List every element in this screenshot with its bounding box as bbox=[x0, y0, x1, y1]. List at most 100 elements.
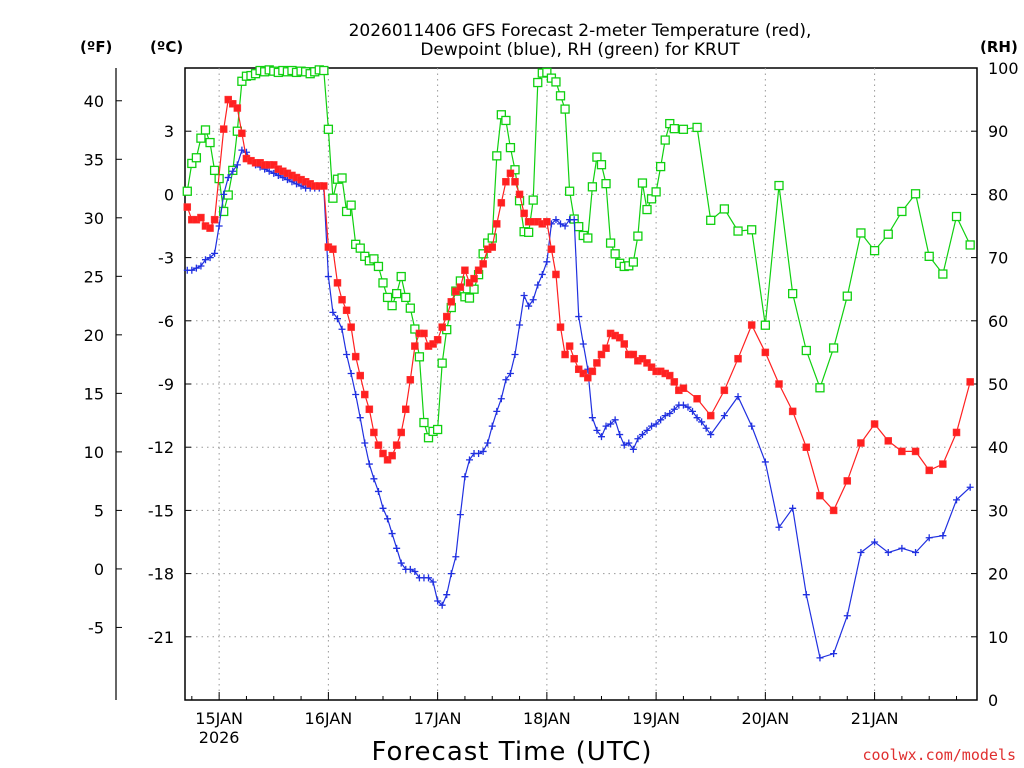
dewpoint-point bbox=[429, 578, 437, 586]
temperature-point bbox=[870, 420, 879, 428]
temperature-point bbox=[543, 218, 551, 226]
temperature-point bbox=[647, 363, 656, 371]
dewpoint-point bbox=[352, 391, 360, 399]
rh-point bbox=[596, 160, 607, 170]
dewpoint-point bbox=[543, 258, 551, 266]
dewpoint-point bbox=[702, 424, 710, 432]
temperature-point bbox=[183, 203, 192, 211]
dewpoint-point bbox=[397, 559, 405, 567]
rh-point bbox=[401, 292, 411, 303]
dewpoint-point bbox=[734, 393, 742, 401]
dewpoint-point bbox=[465, 456, 473, 464]
temperature-point bbox=[474, 266, 483, 274]
dewpoint-point bbox=[393, 544, 401, 552]
rh-tick-label: 40 bbox=[988, 438, 1008, 457]
dewpoint-point bbox=[648, 422, 656, 430]
dewpoint-point bbox=[497, 395, 505, 403]
rh-point bbox=[528, 195, 538, 205]
day-tick-label: 16JAN bbox=[305, 709, 353, 728]
dewpoint-point bbox=[666, 409, 674, 417]
dewpoint-point bbox=[611, 416, 619, 424]
dewpoint-point bbox=[761, 458, 769, 466]
celsius-tick-label: -6 bbox=[158, 312, 174, 331]
temperature-point bbox=[579, 369, 588, 378]
celsius-tick-label: 0 bbox=[164, 185, 174, 204]
temperature-point bbox=[720, 386, 729, 395]
temperature-point bbox=[597, 350, 606, 359]
temperature-point bbox=[574, 365, 583, 374]
dewpoint-point bbox=[579, 340, 587, 348]
rh-point bbox=[869, 245, 880, 256]
rh-point bbox=[883, 229, 893, 239]
day-tick-label: 15JAN bbox=[195, 709, 243, 728]
rh-point bbox=[524, 227, 534, 237]
temperature-point bbox=[329, 245, 337, 253]
fahrenheit-tick-label: 20 bbox=[84, 326, 104, 345]
temperature-point bbox=[775, 380, 783, 388]
dewpoint-point bbox=[593, 426, 601, 434]
rh-point bbox=[587, 182, 598, 192]
rh-point bbox=[897, 206, 907, 217]
rh-tick-label: 60 bbox=[988, 312, 1008, 331]
rh-point bbox=[196, 133, 206, 143]
temperature-point bbox=[438, 323, 446, 331]
dewpoint-point bbox=[679, 401, 687, 409]
rh-tick-label: 90 bbox=[988, 122, 1008, 141]
temperature-point bbox=[383, 456, 392, 464]
rh-point bbox=[414, 352, 425, 362]
dewpoint-point bbox=[643, 426, 651, 434]
temperature-point bbox=[442, 312, 451, 321]
rh-point bbox=[319, 65, 329, 76]
dewpoint-point bbox=[356, 414, 364, 422]
rh-point bbox=[355, 243, 365, 253]
temperature-point bbox=[210, 215, 219, 224]
rh-point bbox=[378, 278, 388, 288]
fahrenheit-tick-label: 10 bbox=[84, 443, 104, 462]
rh-point bbox=[405, 303, 415, 313]
rh-point bbox=[815, 383, 825, 393]
rh-tick-label: 50 bbox=[988, 375, 1008, 394]
rh-point bbox=[601, 179, 611, 189]
dewpoint-point bbox=[939, 532, 947, 540]
temperature-point bbox=[470, 274, 478, 283]
temperature-point bbox=[884, 437, 892, 445]
temperature-point bbox=[629, 350, 638, 359]
temperature-point bbox=[898, 447, 906, 456]
rh-point bbox=[633, 231, 643, 241]
dewpoint-point bbox=[629, 445, 637, 453]
rh-point bbox=[574, 221, 584, 232]
temperature-point bbox=[952, 428, 961, 437]
rh-point bbox=[492, 151, 502, 161]
dewpoint-point bbox=[693, 414, 701, 422]
dewpoint-point bbox=[561, 222, 569, 230]
rh-point bbox=[478, 249, 488, 259]
rh-point bbox=[660, 135, 670, 145]
temperature-point bbox=[506, 169, 515, 178]
dewpoint-point bbox=[511, 351, 519, 359]
rh-tick-label: 70 bbox=[988, 249, 1008, 268]
dewpoint-point bbox=[953, 496, 961, 504]
dewpoint-point bbox=[461, 473, 469, 481]
temperature-point bbox=[488, 243, 496, 251]
temperature-point bbox=[388, 451, 396, 460]
temperature-point bbox=[693, 394, 701, 403]
dewpoint-point bbox=[575, 313, 583, 321]
rh-point bbox=[951, 211, 962, 222]
rh-point bbox=[337, 173, 347, 183]
dewpoint-point bbox=[447, 570, 455, 578]
dewpoint-point bbox=[425, 574, 433, 582]
dewpoint-point bbox=[211, 249, 219, 257]
temperature-point bbox=[570, 354, 578, 363]
rh-tick-label: 30 bbox=[988, 501, 1008, 520]
temperature-point bbox=[479, 260, 487, 268]
temperature-point bbox=[584, 373, 592, 382]
dewpoint-point bbox=[411, 567, 419, 575]
dewpoint-point bbox=[288, 178, 296, 186]
rh-point bbox=[469, 284, 479, 294]
temperature-point bbox=[356, 371, 364, 380]
temperature-point bbox=[379, 449, 387, 458]
temperature-point bbox=[461, 266, 469, 274]
rh-point bbox=[209, 165, 220, 176]
day-tick-label: 20JAN bbox=[741, 709, 789, 728]
